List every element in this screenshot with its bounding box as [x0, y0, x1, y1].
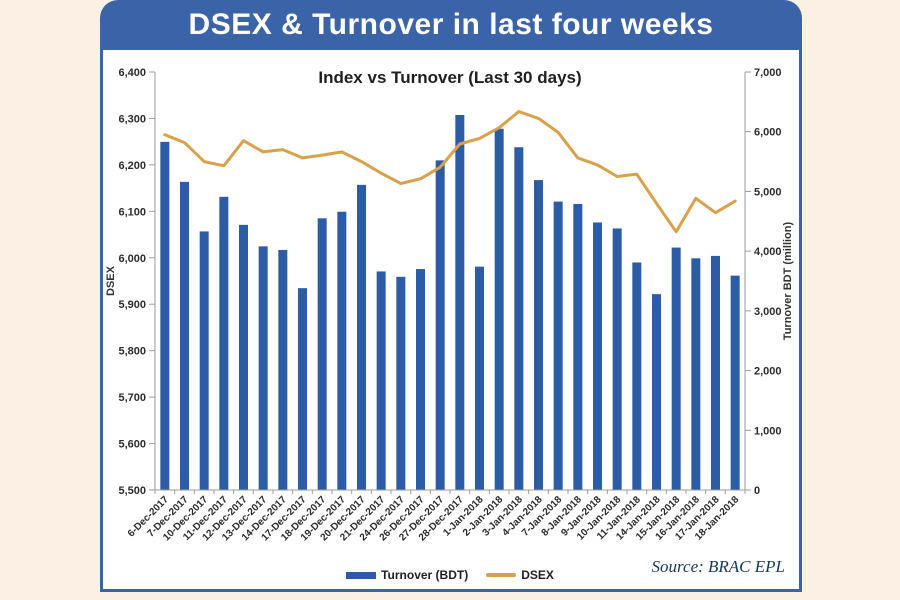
turnover-bar: [160, 141, 170, 490]
legend-item-turnover: Turnover (BDT): [346, 568, 468, 582]
turnover-bar: [278, 249, 288, 490]
turnover-bar: [573, 203, 583, 490]
turnover-bar: [337, 211, 347, 490]
turnover-bar: [239, 224, 248, 490]
left-axis-tick-label: 6,200: [118, 160, 146, 172]
source-note: Source: BRAC EPL: [651, 557, 785, 576]
chart-panel: DSEX & Turnover in last four weeks 5,500…: [100, 0, 802, 592]
left-axis-tick-label: 5,600: [118, 439, 146, 451]
legend-label-turnover: Turnover (BDT): [381, 568, 469, 582]
turnover-bar: [632, 262, 642, 490]
left-axis-tick-label: 5,800: [118, 346, 146, 358]
turnover-bar: [494, 128, 504, 490]
chart-title: Index vs Turnover (Last 30 days): [318, 68, 582, 87]
turnover-bar: [691, 258, 701, 490]
turnover-bar: [612, 228, 622, 491]
left-axis-tick-label: 5,500: [118, 485, 146, 497]
left-axis-tick-label: 6,100: [118, 206, 146, 218]
right-axis-tick-label: 6,000: [754, 127, 782, 139]
right-axis-tick-label: 7,000: [754, 67, 782, 79]
legend-label-dsex: DSEX: [521, 568, 554, 582]
left-axis-tick-label: 6,300: [118, 113, 146, 125]
turnover-bar: [534, 180, 543, 490]
turnover-bar: [258, 246, 268, 490]
turnover-bar: [652, 294, 661, 490]
turnover-bar: [219, 196, 229, 490]
turnover-bar: [199, 231, 209, 491]
turnover-bar: [730, 275, 740, 490]
turnover-bar: [396, 276, 406, 490]
left-axis-tick-label: 6,400: [118, 67, 146, 79]
dsex-line: [163, 110, 737, 234]
chart-legend: Turnover (BDT) DSEX: [155, 568, 745, 582]
left-axis-tick-label: 5,700: [118, 392, 146, 404]
turnover-bar: [514, 147, 524, 490]
turnover-bar: [671, 247, 681, 490]
right-axis-tick-label: 4,000: [754, 246, 782, 258]
turnover-bar: [475, 266, 484, 490]
turnover-bar: [455, 114, 465, 490]
right-axis-label: Turnover BDT (million): [782, 221, 794, 341]
turnover-bar: [593, 222, 602, 491]
turnover-bar: [711, 255, 720, 490]
turnover-bar: [553, 201, 563, 490]
left-axis-tick-label: 5,900: [118, 299, 146, 311]
right-axis-tick-label: 3,000: [754, 306, 782, 318]
page-title: DSEX & Turnover in last four weeks: [188, 8, 714, 41]
chart-area: 5,500 5,600 5,700 5,800 5,900 6,000 6,100 6,200…: [100, 50, 802, 592]
turnover-bar: [298, 288, 307, 490]
combo-chart: 5,500 5,600 5,700 5,800 5,900 6,000 6,100 6,200…: [118, 67, 782, 543]
left-axis-label: DSEX: [105, 266, 117, 296]
turnover-bar: [376, 271, 386, 490]
legend-item-dsex: DSEX: [486, 568, 554, 582]
turnover-bar: [357, 184, 366, 491]
turnover-bar: [416, 269, 425, 490]
turnover-swatch-icon: [346, 571, 377, 579]
right-axis-tick-label: 0: [754, 485, 760, 497]
turnover-bar: [180, 181, 189, 491]
left-axis-tick-label: 6,000: [118, 253, 146, 265]
header-banner: DSEX & Turnover in last four weeks: [100, 0, 802, 50]
turnover-bar: [435, 160, 445, 490]
right-axis-tick-label: 1,000: [754, 425, 782, 437]
turnover-bar: [317, 218, 327, 491]
right-axis-tick-label: 2,000: [754, 366, 782, 378]
dsex-swatch-icon: [486, 573, 517, 577]
right-axis-tick-label: 5,000: [754, 186, 782, 198]
